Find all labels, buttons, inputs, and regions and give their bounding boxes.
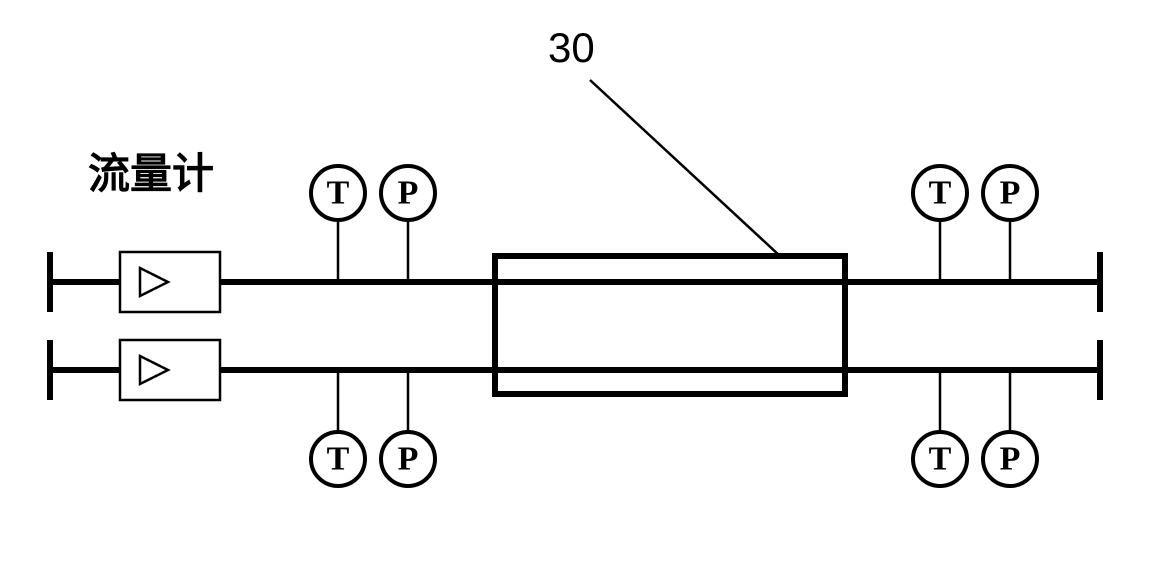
piping-diagram: 流量计 30 T P T P T P T P <box>0 0 1150 579</box>
sensor-letter-T-6: T <box>929 441 952 478</box>
callout-line <box>590 80 780 256</box>
vessel-box <box>495 256 845 394</box>
sensor-letter-P-3: P <box>1000 175 1021 212</box>
sensor-letter-T-4: T <box>327 441 350 478</box>
sensor-letter-P-1: P <box>398 175 419 212</box>
sensor-letter-P-7: P <box>1000 441 1021 478</box>
callout-text: 30 <box>548 24 595 71</box>
sensor-letter-P-5: P <box>398 441 419 478</box>
flowmeter-label: 流量计 <box>88 150 214 197</box>
sensor-letter-T-2: T <box>929 175 952 212</box>
sensor-letter-T-0: T <box>327 175 350 212</box>
